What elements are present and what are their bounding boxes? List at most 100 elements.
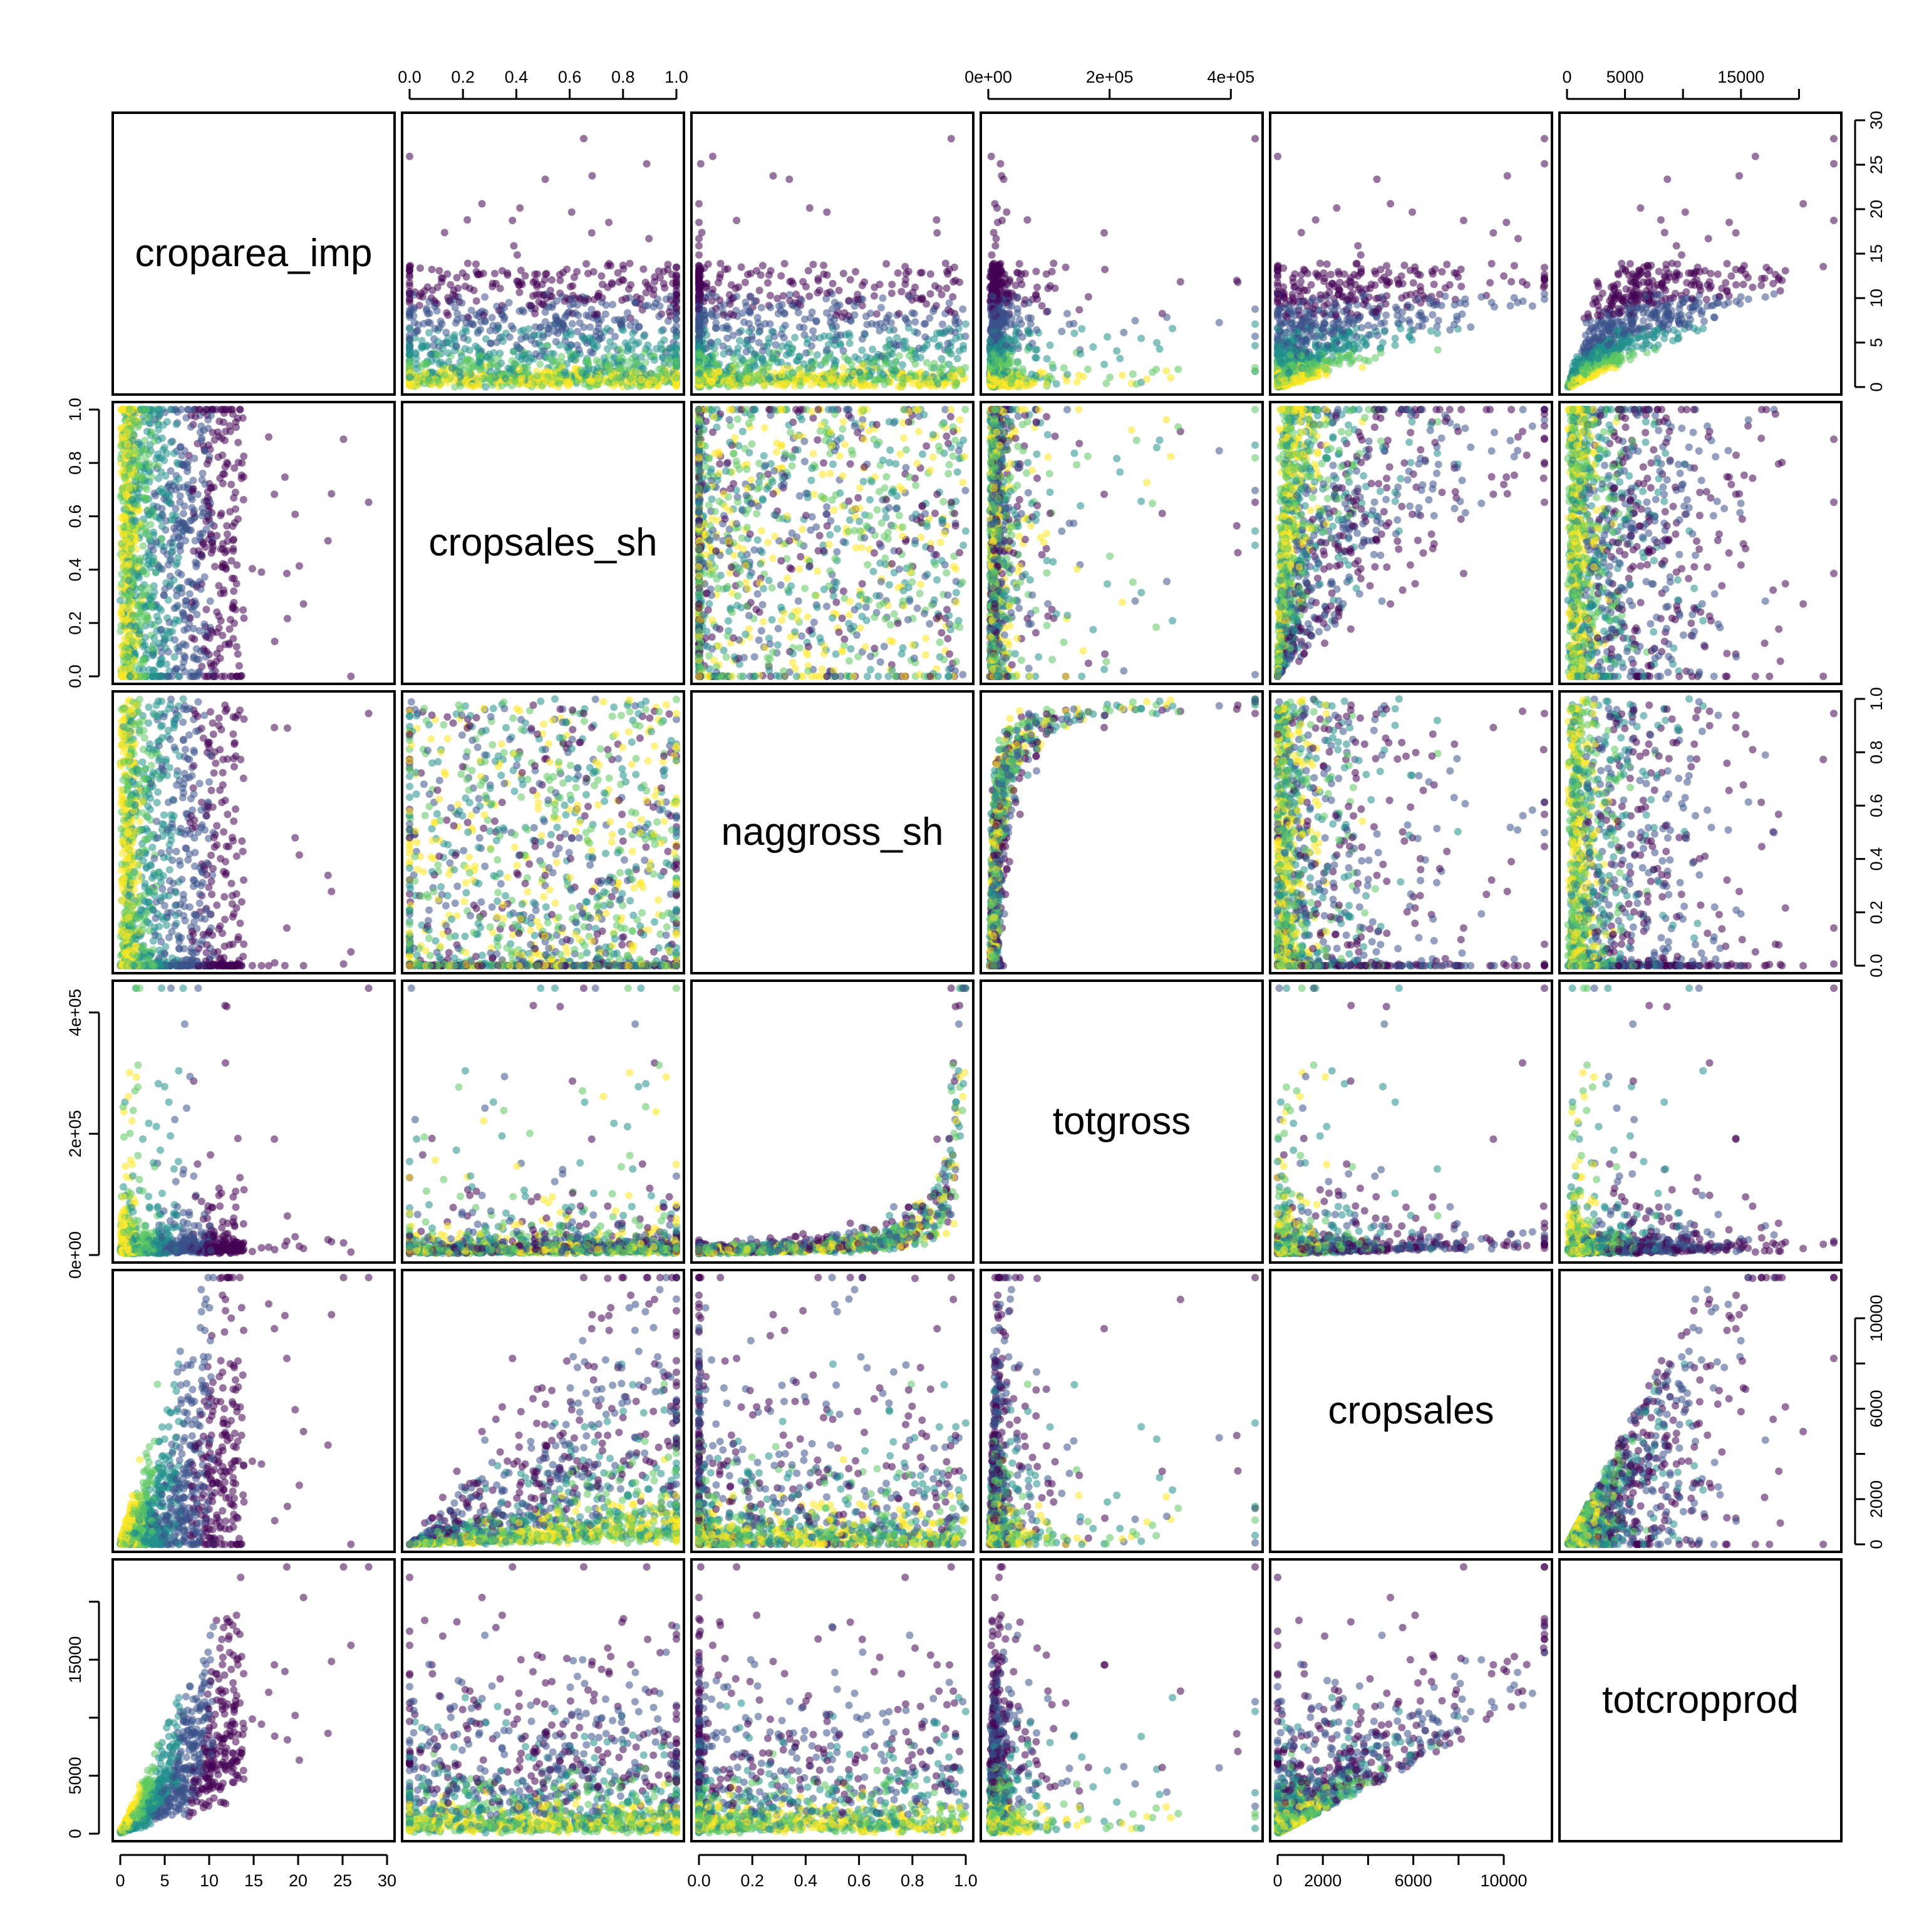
- data-point: [1169, 325, 1176, 333]
- data-point: [541, 376, 549, 384]
- data-point: [580, 324, 587, 331]
- data-point: [933, 216, 940, 224]
- data-point: [543, 270, 551, 277]
- data-point: [595, 319, 602, 327]
- data-point: [466, 368, 473, 376]
- data-point: [759, 262, 767, 269]
- data-point: [530, 333, 537, 340]
- data-point: [918, 269, 926, 276]
- data-point: [1380, 328, 1388, 336]
- data-point: [902, 270, 910, 277]
- data-point: [708, 297, 716, 305]
- data-point: [441, 229, 448, 236]
- data-point: [735, 344, 742, 352]
- data-point: [673, 374, 680, 381]
- panel-croparea_imp-vs-cropsales_sh: [402, 113, 684, 395]
- data-point: [990, 376, 997, 384]
- data-point: [611, 333, 619, 340]
- data-point: [798, 297, 805, 304]
- data-point: [990, 362, 998, 369]
- data-point: [620, 265, 628, 272]
- data-point: [1500, 272, 1508, 280]
- data-point: [770, 172, 777, 180]
- data-point: [845, 357, 852, 364]
- data-point: [758, 304, 765, 311]
- data-point: [823, 209, 830, 216]
- data-point: [406, 382, 413, 390]
- data-point: [1430, 281, 1438, 288]
- data-point: [1012, 335, 1020, 343]
- data-point: [516, 204, 524, 212]
- data-point: [562, 312, 570, 319]
- data-point: [658, 327, 665, 334]
- data-point: [712, 305, 720, 313]
- data-point: [919, 296, 926, 303]
- data-point: [464, 260, 472, 267]
- data-point: [1358, 324, 1365, 331]
- data-point: [912, 354, 919, 362]
- data-point: [751, 297, 758, 305]
- data-point: [473, 380, 481, 388]
- data-point: [887, 319, 895, 327]
- data-point: [1019, 333, 1027, 341]
- data-point: [590, 268, 597, 276]
- data-point: [877, 304, 885, 311]
- data-point: [480, 311, 487, 319]
- data-point: [561, 369, 568, 376]
- data-point: [1084, 366, 1092, 373]
- data-point: [802, 283, 810, 291]
- data-point: [533, 281, 540, 288]
- data-point: [1025, 299, 1033, 307]
- data-point: [1467, 323, 1474, 331]
- data-point: [457, 373, 464, 380]
- data-point: [953, 380, 960, 387]
- data-point: [745, 307, 753, 315]
- data-point: [1149, 369, 1156, 376]
- data-point: [695, 362, 703, 369]
- data-point: [563, 266, 571, 273]
- data-point: [953, 371, 960, 379]
- data-point: [829, 280, 837, 287]
- data-point: [991, 200, 998, 207]
- data-point: [1137, 334, 1145, 342]
- data-point: [673, 345, 680, 353]
- data-point: [996, 320, 1003, 328]
- data-point: [906, 293, 913, 301]
- data-point: [660, 268, 668, 276]
- data-point: [840, 270, 847, 277]
- data-point: [519, 306, 526, 314]
- data-point: [789, 344, 797, 352]
- data-point: [891, 364, 898, 371]
- data-point: [474, 271, 482, 279]
- data-point: [1409, 209, 1416, 216]
- data-point: [1129, 370, 1137, 378]
- data-point: [792, 291, 800, 298]
- data-point: [626, 260, 634, 267]
- data-point: [523, 333, 530, 340]
- data-point: [1291, 271, 1299, 278]
- data-point: [1006, 352, 1014, 359]
- data-point: [438, 278, 445, 286]
- data-point: [542, 175, 549, 183]
- data-point: [663, 371, 671, 378]
- data-point: [788, 368, 795, 376]
- data-point: [695, 351, 703, 359]
- data-point: [705, 366, 713, 374]
- data-point: [733, 365, 740, 373]
- data-point: [651, 273, 658, 281]
- data-point: [952, 320, 959, 328]
- data-point: [483, 353, 490, 361]
- data-point: [598, 334, 606, 341]
- data-point: [1410, 279, 1417, 287]
- data-point: [943, 284, 950, 292]
- data-point: [1457, 282, 1465, 290]
- data-point: [481, 293, 489, 301]
- data-point: [425, 297, 433, 305]
- data-point: [1354, 242, 1362, 250]
- data-point: [881, 324, 888, 331]
- data-point: [805, 292, 813, 300]
- data-point: [695, 287, 703, 294]
- data-point: [809, 261, 817, 268]
- data-point: [507, 366, 514, 373]
